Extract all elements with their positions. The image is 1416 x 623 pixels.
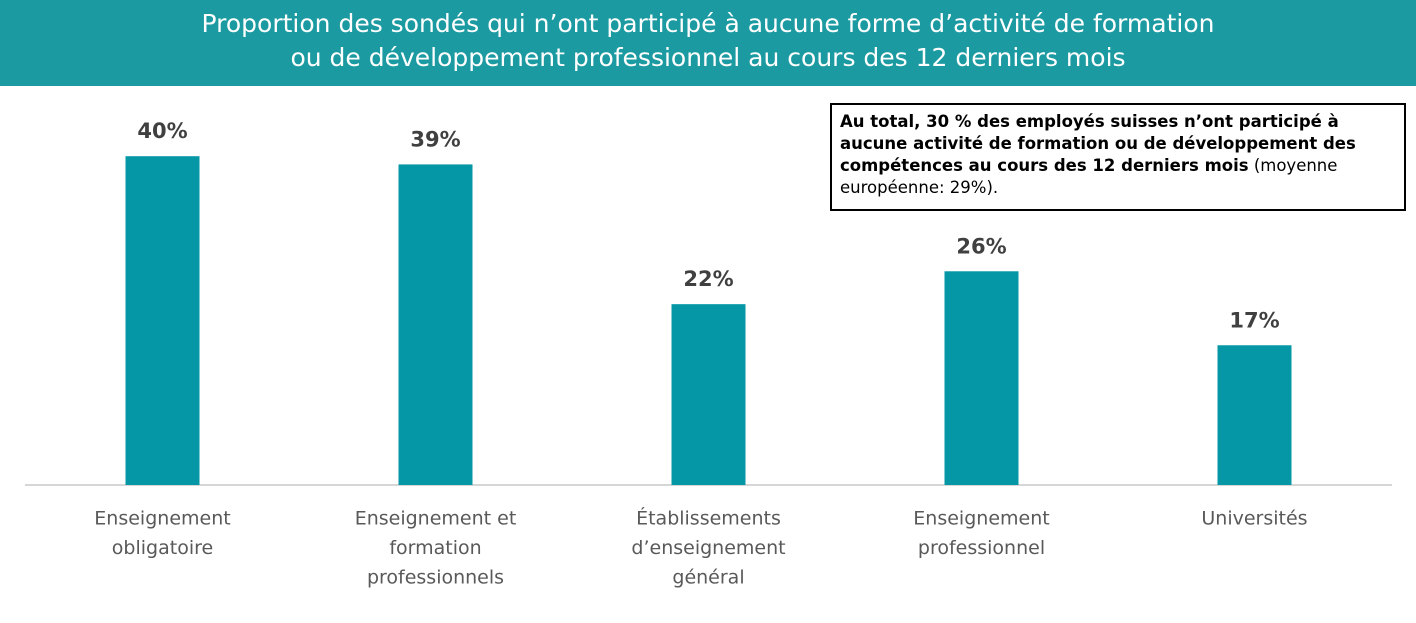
value-label: 39% [410, 127, 460, 151]
x-tick-label: Établissements [636, 507, 781, 530]
title-bar [0, 0, 1416, 86]
value-label: 26% [956, 234, 1006, 258]
x-tick-label: Universités [1201, 508, 1307, 530]
annotation-normal: (moyenne européenne: 29%). [840, 156, 1338, 197]
value-label: 17% [1229, 308, 1279, 332]
bar [1217, 345, 1292, 485]
value-label: 22% [683, 267, 733, 291]
x-tick-label: Enseignement et [355, 508, 517, 530]
x-tick-label: obligatoire [112, 537, 213, 559]
bar [125, 156, 200, 485]
annotation-box: Au total, 30 % des employés suisses n’on… [830, 103, 1406, 211]
x-tick-label: professionnel [918, 537, 1045, 559]
x-tick-label: Enseignement [94, 508, 230, 530]
bar [398, 164, 473, 486]
x-tick-label: d’enseignement [631, 537, 785, 559]
bar [944, 271, 1019, 485]
x-tick-label: formation [389, 537, 481, 559]
bar [671, 304, 746, 485]
annotation-bold: Au total, 30 % des employés suisses n’on… [840, 112, 1356, 175]
value-label: 40% [137, 119, 187, 143]
x-tick-label: professionnels [367, 567, 504, 589]
x-tick-label: général [672, 567, 744, 589]
x-tick-label: Enseignement [913, 508, 1049, 530]
chart-title: ou de développement professionnel au cou… [290, 43, 1125, 72]
chart-title: Proportion des sondés qui n’ont particip… [202, 9, 1215, 38]
